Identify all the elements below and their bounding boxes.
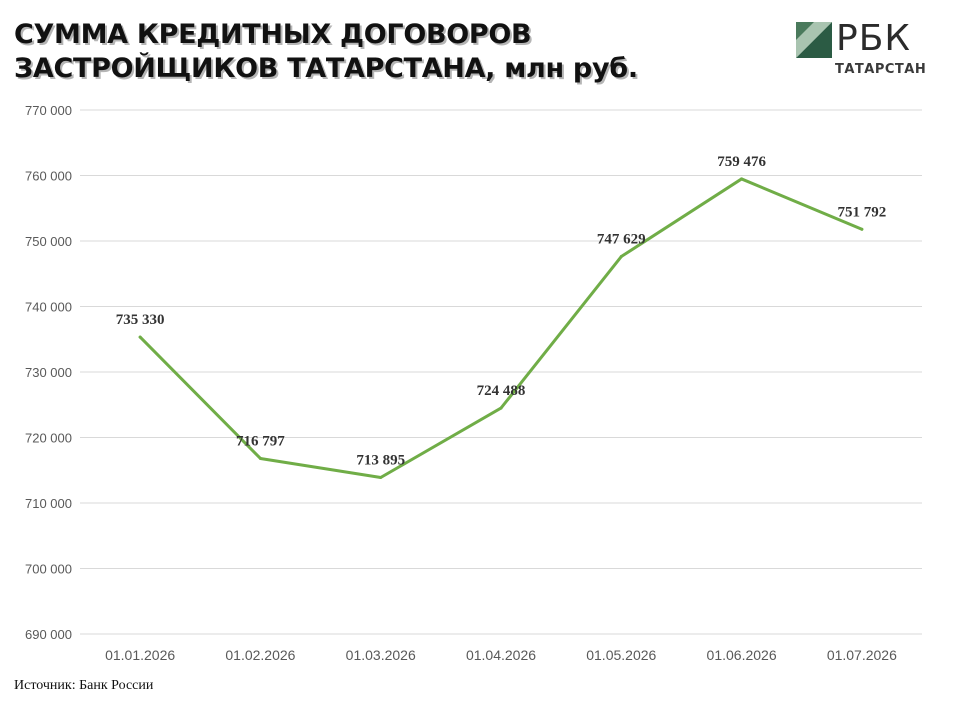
source-note: Источник: Банк России: [14, 678, 154, 693]
x-tick-label: 01.07.2026: [827, 647, 897, 663]
data-labels: 735 330 716 797 713 895 724 488 747 629 759 4…: [116, 154, 886, 469]
data-label: 759 476: [717, 154, 766, 170]
y-tick-label: 720 000: [25, 431, 72, 446]
data-point: [619, 255, 623, 259]
x-tick-label: 01.05.2026: [586, 647, 656, 663]
data-label: 724 488: [477, 383, 526, 399]
y-axis-ticks: 690 000 700 000 710 000 720 000 730 000 740 0…: [25, 103, 72, 642]
series-group: [138, 177, 864, 479]
data-point: [379, 475, 383, 479]
x-tick-label: 01.04.2026: [466, 647, 536, 663]
y-tick-label: 770 000: [25, 103, 72, 118]
rbc-logo: РБК ТАТАРСТАН: [796, 18, 946, 82]
y-tick-label: 690 000: [25, 627, 72, 642]
gridlines: [80, 109, 922, 635]
rbc-logo-mark-icon: [796, 22, 832, 58]
data-label: 751 792: [837, 204, 886, 220]
data-point: [138, 335, 142, 339]
x-axis-ticks: 01.01.2026 01.02.2026 01.03.2026 01.04.2026…: [105, 647, 897, 663]
data-label: 713 895: [356, 452, 405, 468]
data-label: 735 330: [116, 312, 165, 328]
x-tick-label: 01.03.2026: [346, 647, 416, 663]
x-tick-label: 01.01.2026: [105, 647, 175, 663]
data-label: 716 797: [236, 433, 285, 449]
chart-title: СУММА КРЕДИТНЫХ ДОГОВОРОВ ЗАСТРОЙЩИКОВ Т…: [14, 18, 638, 86]
y-tick-label: 730 000: [25, 365, 72, 380]
y-tick-label: 740 000: [25, 300, 72, 315]
data-point: [499, 406, 503, 410]
logo-mark-accent: [796, 22, 832, 58]
logo-wordmark: РБК: [836, 18, 911, 59]
data-point: [860, 227, 864, 231]
chart-title-line-1: СУММА КРЕДИТНЫХ ДОГОВОРОВ: [14, 19, 532, 50]
y-tick-label: 760 000: [25, 169, 72, 184]
x-tick-label: 01.02.2026: [225, 647, 295, 663]
data-point: [740, 177, 744, 181]
chart-title-line-2: ЗАСТРОЙЩИКОВ ТАТАРСТАНА, млн руб.: [14, 53, 638, 84]
data-point: [258, 456, 262, 460]
y-tick-label: 750 000: [25, 234, 72, 249]
y-tick-label: 710 000: [25, 496, 72, 511]
logo-region: ТАТАРСТАН: [835, 62, 927, 77]
y-tick-label: 700 000: [25, 562, 72, 577]
data-label: 747 629: [597, 232, 646, 248]
x-tick-label: 01.06.2026: [707, 647, 777, 663]
